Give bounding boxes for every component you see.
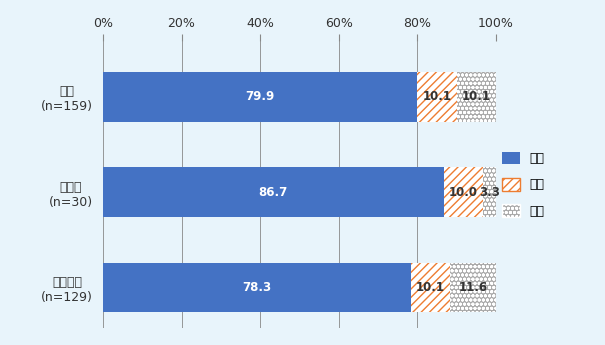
Text: 10.1: 10.1 [462, 90, 491, 103]
Text: 10.1: 10.1 [422, 90, 451, 103]
Bar [417, 72, 457, 121]
Text: 10.1: 10.1 [416, 281, 445, 294]
Bar [103, 72, 417, 121]
Bar [451, 263, 496, 313]
Bar [103, 167, 444, 217]
Text: 86.7: 86.7 [259, 186, 288, 199]
Bar [411, 263, 451, 313]
Text: 78.3: 78.3 [242, 281, 272, 294]
Bar [444, 167, 483, 217]
Text: 11.6: 11.6 [459, 281, 488, 294]
Text: 3.3: 3.3 [479, 186, 500, 199]
Bar [103, 263, 411, 313]
Text: 79.9: 79.9 [246, 90, 275, 103]
Bar [483, 167, 496, 217]
Bar [457, 72, 497, 121]
Legend: 黒字, 均衡, 赤字: 黒字, 均衡, 赤字 [502, 152, 545, 217]
Text: 10.0: 10.0 [449, 186, 478, 199]
